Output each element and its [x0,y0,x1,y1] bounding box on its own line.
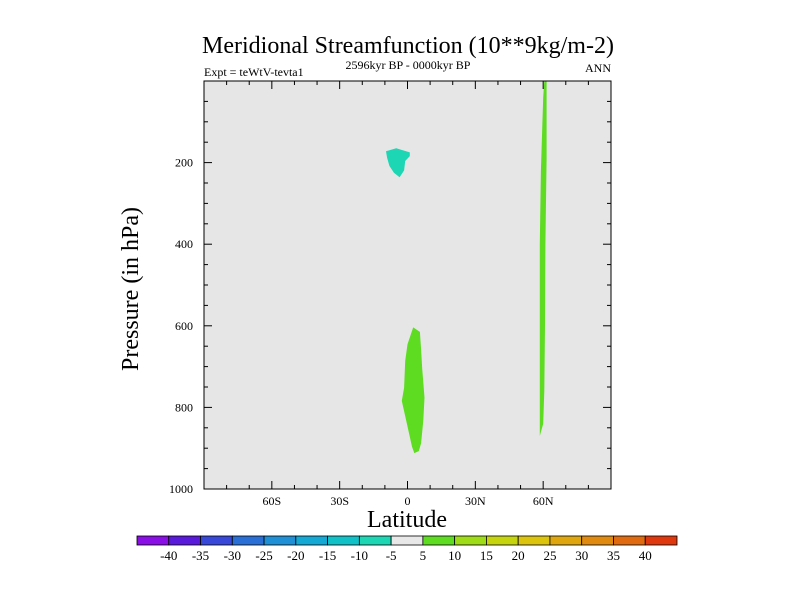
colorbar-box [517,535,551,546]
plot-frame [203,80,612,490]
contour-regions [386,81,547,454]
y-axis-label: Pressure (in hPa) [118,207,144,371]
x-tick-label: 30S [330,494,349,508]
colorbar-box [263,535,297,546]
plot-area [204,81,611,489]
colorbar-label: -35 [192,548,209,563]
colorbar-box [422,535,456,546]
x-axis-label: Latitude [367,507,447,533]
colorbar-label: 40 [639,548,652,563]
colorbar-box [200,535,233,546]
colorbar-box [231,535,265,546]
region-negative-cell-upper [386,148,410,178]
y-tick-label: 600 [175,319,193,333]
region-positive-cell-60n [539,81,547,436]
season-label: ANN [585,61,611,75]
colorbar-label: 30 [575,548,588,563]
region-positive-cell-lower [401,327,425,454]
colorbar-label: 25 [543,548,556,563]
colorbar-label: -10 [351,548,368,563]
experiment-label: Expt = teWtV-tevta1 [204,65,304,79]
x-tick-label: 30N [465,494,486,508]
y-tick-label: 400 [175,237,193,251]
colorbar-box [390,535,424,546]
x-tick-label: 60S [262,494,281,508]
x-tick-label: 60N [533,494,554,508]
colorbar-labels: -40 -35 -30 -25 -20 -15 -10 -5 5 10 15 20 25 30 35 40 [160,548,652,563]
colorbar-label: -15 [319,548,336,563]
y-tick-labels: 200 400 600 800 1000 [169,156,193,496]
colorbar-box [168,535,201,546]
colorbar-label: -25 [255,548,272,563]
y-tick-label: 1000 [169,482,193,496]
colorbar-box [613,535,646,546]
x-tick-label: 0 [405,494,411,508]
y-tick-label: 800 [175,400,193,414]
colorbar [136,535,678,546]
colorbar-box [581,535,614,546]
colorbar-box [327,535,360,546]
colorbar-box [454,535,487,546]
colorbar-label: -30 [224,548,241,563]
colorbar-label: -40 [160,548,177,563]
colorbar-box [358,535,392,546]
colorbar-label: 5 [420,548,427,563]
colorbar-label: -20 [287,548,304,563]
colorbar-label: -5 [386,548,397,563]
chart-subtitle: 2596kyr BP - 0000kyr BP [346,58,471,72]
colorbar-box [549,535,583,546]
colorbar-box [486,535,519,546]
colorbar-box [136,535,170,546]
colorbar-label: 10 [448,548,461,563]
x-tick-labels: 60S 30S 0 30N 60N [262,494,553,508]
colorbar-label: 15 [480,548,493,563]
colorbar-label: 35 [607,548,620,563]
colorbar-box [295,535,328,546]
chart-title: Meridional Streamfunction (10**9kg/m-2) [202,33,614,59]
colorbar-box [644,535,678,546]
colorbar-label: 20 [512,548,525,563]
y-tick-label: 200 [175,156,193,170]
